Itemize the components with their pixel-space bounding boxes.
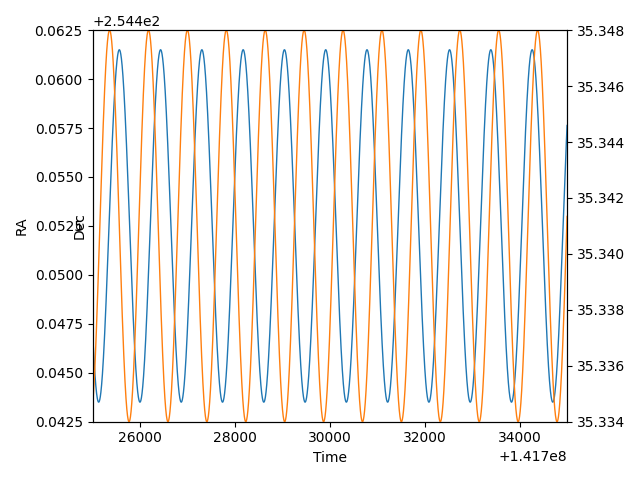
Y-axis label: RA: RA xyxy=(15,216,29,235)
Y-axis label: Dec: Dec xyxy=(73,213,87,240)
X-axis label: Time: Time xyxy=(313,451,347,465)
